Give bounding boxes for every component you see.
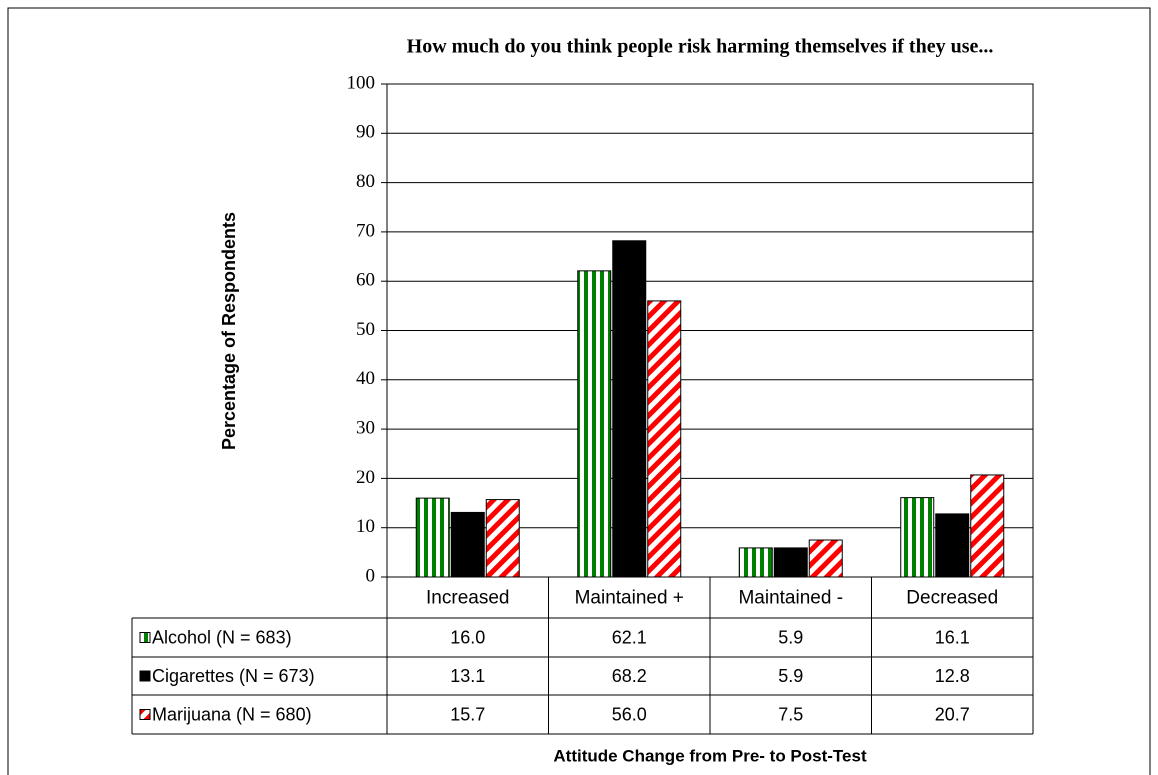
y-tick-label: 60: [356, 270, 375, 291]
legend-label: Marijuana (N = 680): [152, 704, 312, 724]
y-tick-label: 20: [356, 467, 375, 488]
table-value: 5.9: [778, 627, 803, 647]
table-value: 5.9: [778, 666, 803, 686]
table-value: 16.1: [935, 627, 970, 647]
table-value: 12.8: [935, 666, 970, 686]
bar: [647, 300, 682, 578]
y-tick-label: 0: [366, 565, 376, 586]
legend-label: Alcohol (N = 683): [152, 627, 292, 647]
y-axis-label: Percentage of Respondents: [219, 212, 239, 450]
y-tick-label: 50: [356, 319, 375, 340]
y-tick-label: 70: [356, 220, 375, 241]
table-value: 68.2: [612, 666, 647, 686]
legend-key: [139, 670, 151, 682]
y-tick-label: 80: [356, 171, 375, 192]
table-value: 13.1: [450, 666, 485, 686]
chart-title: How much do you think people risk harmin…: [407, 36, 994, 58]
x-tick-label: Decreased: [906, 588, 998, 609]
bar: [612, 240, 647, 578]
bar: [450, 511, 485, 578]
table-value: 62.1: [612, 627, 647, 647]
y-tick-label: 30: [356, 417, 375, 438]
bar: [485, 499, 520, 578]
legend-key: [139, 709, 151, 720]
y-tick-label: 40: [356, 368, 375, 389]
bar: [738, 547, 773, 578]
y-tick-label: 100: [347, 72, 376, 93]
x-tick-label: Maintained -: [738, 588, 843, 609]
table-value: 15.7: [450, 704, 485, 724]
bar: [808, 539, 843, 578]
legend-key: [139, 632, 151, 643]
table-value: 56.0: [612, 704, 647, 724]
legend-label: Cigarettes (N = 673): [152, 666, 315, 686]
bar: [900, 497, 935, 578]
x-axis-label: Attitude Change from Pre- to Post-Test: [553, 746, 867, 765]
x-tick-label: Increased: [426, 588, 509, 609]
table-value: 16.0: [450, 627, 485, 647]
y-tick-label: 90: [356, 122, 375, 143]
bar: [970, 474, 1005, 578]
bar: [577, 270, 612, 578]
table-value: 20.7: [935, 704, 970, 724]
bar: [773, 547, 808, 578]
bar: [415, 497, 450, 578]
y-tick-label: 10: [356, 516, 375, 537]
x-tick-label: Maintained +: [575, 588, 684, 609]
bar: [935, 513, 970, 578]
table-value: 7.5: [778, 704, 803, 724]
